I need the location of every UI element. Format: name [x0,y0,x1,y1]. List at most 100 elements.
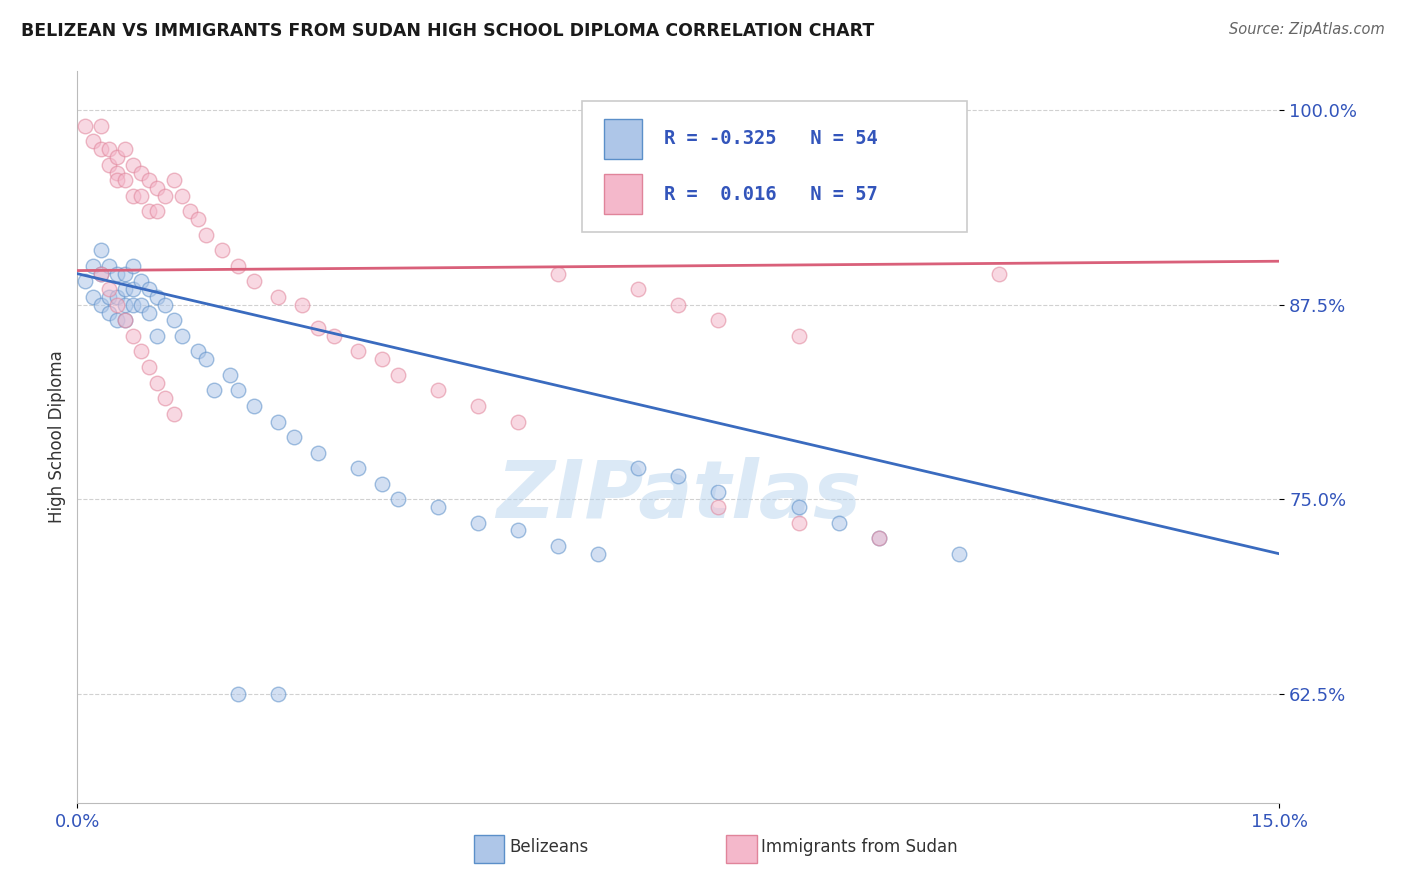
FancyBboxPatch shape [603,119,643,159]
FancyBboxPatch shape [603,174,643,214]
Point [226,687,249,701]
Point [226,259,249,273]
Point [194,227,217,242]
Point [90,244,112,258]
Point [82,135,104,149]
Point [467,516,489,530]
Point [467,399,489,413]
Y-axis label: High School Diploma: High School Diploma [48,351,66,524]
Point [170,189,193,203]
Point [828,516,851,530]
Point [107,173,129,187]
Point [162,313,184,327]
Point [107,290,129,304]
Point [427,500,450,515]
Point [291,298,314,312]
Point [75,275,97,289]
Point [114,267,136,281]
Point [508,524,530,538]
Point [627,282,650,296]
Point [98,290,121,304]
Point [242,399,264,413]
Point [707,313,730,327]
Point [131,189,153,203]
Point [90,298,112,312]
Point [547,267,569,281]
Point [162,173,184,187]
Point [948,547,970,561]
Point [307,321,329,335]
Point [146,329,169,343]
FancyBboxPatch shape [582,101,967,232]
Point [162,407,184,421]
Point [347,461,370,475]
Point [138,359,160,374]
Point [988,267,1011,281]
Point [122,329,145,343]
Point [98,282,121,296]
Point [114,313,136,327]
Point [138,305,160,319]
Point [179,204,201,219]
Text: Immigrants from Sudan: Immigrants from Sudan [761,838,957,855]
Point [131,298,153,312]
Point [787,500,810,515]
Point [627,461,650,475]
Point [427,384,450,398]
Point [138,282,160,296]
Point [242,275,264,289]
Point [122,189,145,203]
Point [668,469,690,483]
Point [371,476,394,491]
Point [98,305,121,319]
Point [267,290,290,304]
Point [98,158,121,172]
Point [547,539,569,553]
Point [114,313,136,327]
Point [131,165,153,179]
Text: R = -0.325   N = 54: R = -0.325 N = 54 [664,129,877,148]
Point [787,329,810,343]
Point [107,150,129,164]
Text: R =  0.016   N = 57: R = 0.016 N = 57 [664,185,877,203]
Text: Belizeans: Belizeans [509,838,588,855]
Point [98,259,121,273]
Point [226,384,249,398]
Point [155,391,177,405]
Point [155,298,177,312]
Point [90,142,112,156]
Point [122,158,145,172]
Text: ZIPatlas: ZIPatlas [496,457,860,534]
Point [707,484,730,499]
Point [668,298,690,312]
Point [107,267,129,281]
Point [90,267,112,281]
Point [122,298,145,312]
Point [146,204,169,219]
Point [107,298,129,312]
Point [868,531,890,545]
Point [202,384,225,398]
Point [131,344,153,359]
Point [146,290,169,304]
Point [107,313,129,327]
Point [90,267,112,281]
FancyBboxPatch shape [727,835,756,863]
Point [155,189,177,203]
Point [194,352,217,367]
Point [138,173,160,187]
Point [114,298,136,312]
Point [122,282,145,296]
Point [371,352,394,367]
Point [98,142,121,156]
Point [82,290,104,304]
Point [267,687,290,701]
Point [218,368,240,382]
Point [211,244,233,258]
Point [82,259,104,273]
Point [267,415,290,429]
Point [868,531,890,545]
Point [322,329,344,343]
Point [186,344,209,359]
Point [787,516,810,530]
